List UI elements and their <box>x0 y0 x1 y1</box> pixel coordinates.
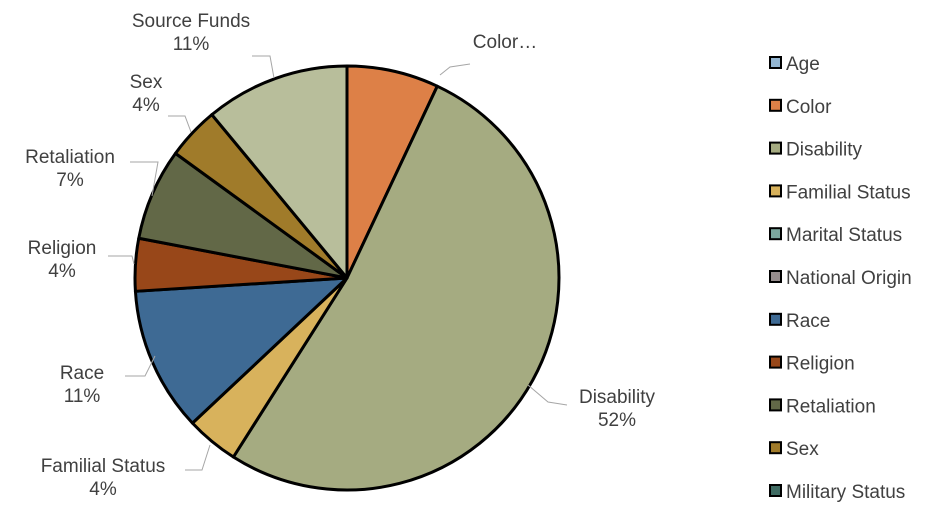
slice-percent-religion: 4% <box>48 261 76 282</box>
legend-item-military-status: Military Status <box>769 482 905 503</box>
slice-percent-source-funds: 11% <box>173 34 210 55</box>
slice-label-source-funds: Source Funds <box>132 11 250 32</box>
legend-item-religion: Religion <box>769 354 855 375</box>
legend-item-race: Race <box>769 311 830 332</box>
slice-label-retaliation: Retaliation <box>25 147 115 168</box>
leader-line-disability <box>527 384 568 406</box>
leader-line-source-funds <box>252 55 275 79</box>
leader-lines <box>108 55 568 471</box>
legend-swatch-marital-status <box>769 227 782 241</box>
legend-swatch-familial-status <box>769 184 782 198</box>
legend-label-sex: Sex <box>786 439 819 460</box>
legend-swatch-religion <box>769 355 782 369</box>
legend-item-marital-status: Marital Status <box>769 225 902 246</box>
legend-label-marital-status: Marital Status <box>786 225 902 246</box>
pie-slice-race <box>133 276 349 425</box>
slice-percent-sex: 4% <box>132 95 160 116</box>
leader-line-familial-status <box>185 444 211 471</box>
legend-swatch-disability <box>769 141 782 155</box>
legend-label-disability: Disability <box>786 140 863 161</box>
slice-label-sex: Sex <box>130 72 163 93</box>
legend-label-national-origin: National Origin <box>786 268 912 289</box>
legend-label-familial-status: Familial Status <box>786 182 911 203</box>
legend-swatch-retaliation <box>769 398 782 412</box>
slice-label-religion: Religion <box>28 238 97 259</box>
legend-swatch-age <box>769 56 782 69</box>
slice-percent-disability: 52% <box>598 410 636 431</box>
leader-line-color <box>439 63 471 76</box>
legend-label-religion: Religion <box>786 354 855 375</box>
slice-percent-race: 11% <box>64 386 101 407</box>
leader-line-sex <box>168 115 192 133</box>
legend-label-military-status: Military Status <box>786 482 905 503</box>
legend-item-sex: Sex <box>769 439 819 460</box>
legend-swatch-sex <box>769 441 782 455</box>
leader-line-race <box>125 355 156 377</box>
pie-slices <box>133 64 561 492</box>
legend-swatch-race <box>769 312 782 326</box>
legend-label-color: Color <box>786 97 832 118</box>
legend-swatch-color <box>769 98 782 112</box>
legend-item-color: Color <box>769 97 832 118</box>
slice-label-disability: Disability <box>579 387 656 408</box>
slice-percent-familial-status: 4% <box>89 479 117 500</box>
legend-item-familial-status: Familial Status <box>769 182 911 203</box>
slice-percent-retaliation: 7% <box>56 170 84 191</box>
legend-swatch-military-status <box>769 484 782 497</box>
pie-slice-source-funds <box>210 64 349 280</box>
legend-swatch-national-origin <box>769 270 782 283</box>
pie-slice-disability <box>231 84 561 492</box>
legend-label-race: Race <box>786 311 830 332</box>
slice-label-familial-status: Familial Status <box>41 456 166 477</box>
slice-label-race: Race <box>60 363 104 384</box>
leader-line-religion <box>108 255 135 265</box>
legend: Age Color Disability Familial Status Marital… <box>769 54 912 503</box>
leader-line-retaliation <box>130 161 159 197</box>
legend-item-disability: Disability <box>769 140 863 161</box>
legend-item-national-origin: National Origin <box>769 268 912 289</box>
legend-item-age: Age <box>769 54 820 75</box>
slice-label-color: Color… <box>473 32 537 53</box>
legend-item-retaliation: Retaliation <box>769 396 876 417</box>
legend-label-age: Age <box>786 54 820 75</box>
legend-label-retaliation: Retaliation <box>786 396 876 417</box>
